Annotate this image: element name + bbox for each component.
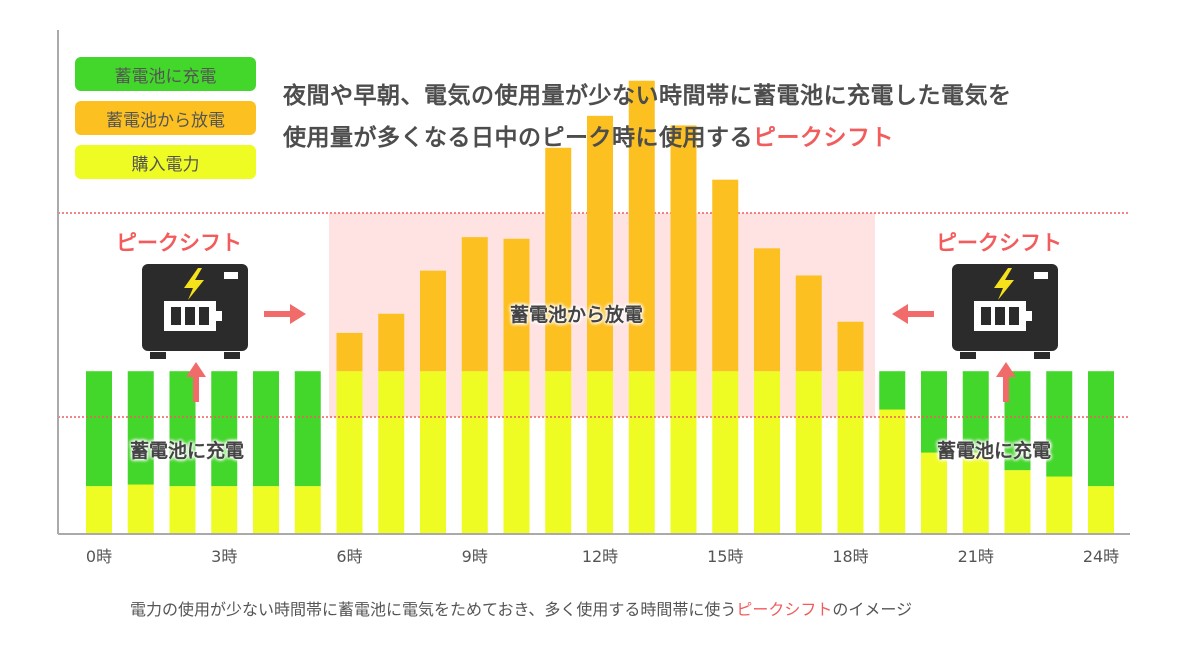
bar-discharge-6	[336, 332, 363, 372]
bar-purchase-3	[211, 486, 238, 534]
bar-purchase-20	[921, 452, 947, 534]
bar-purchase-5	[294, 486, 321, 534]
bar-discharge-8	[420, 270, 446, 372]
legend-charge-label: 蓄電池に充電	[114, 66, 217, 87]
bar-discharge-15	[712, 179, 739, 372]
x-tick-label: 3時	[211, 547, 237, 566]
bar-purchase-7	[378, 371, 405, 534]
discharge-region-label: 蓄電池から放電	[510, 304, 644, 326]
left-charge-label: 蓄電池に充電	[130, 440, 245, 462]
arrow-right-icon	[264, 304, 306, 324]
bar-discharge-14	[670, 125, 697, 372]
bar-charge-4	[253, 371, 279, 487]
bar-purchase-18	[837, 371, 864, 534]
bar-purchase-6	[336, 371, 363, 534]
legend-discharge: 蓄電池から放電	[75, 101, 256, 135]
bar-purchase-12	[587, 371, 613, 534]
bars-group	[86, 80, 1114, 534]
bar-purchase-9	[461, 371, 488, 534]
arrow-left-icon	[892, 304, 934, 324]
x-tick-label: 0時	[86, 547, 112, 566]
bar-discharge-9	[461, 237, 488, 372]
bar-purchase-0	[86, 486, 112, 534]
headline-line-1: 夜間や早朝、電気の使用量が少ない時間帯に蓄電池に充電した電気を	[283, 83, 1012, 109]
headline-line-2: 使用量が多くなる日中のピーク時に使用するピークシフト	[283, 118, 894, 152]
battery-icon	[952, 264, 1058, 359]
bar-discharge-17	[795, 275, 822, 372]
bar-purchase-4	[253, 486, 279, 534]
x-tick-label: 21時	[958, 547, 994, 566]
bar-purchase-21	[962, 452, 989, 534]
bar-purchase-2	[169, 486, 196, 534]
bar-charge-0	[86, 371, 112, 487]
bar-charge-24	[1088, 371, 1114, 487]
bar-discharge-10	[503, 238, 530, 372]
bar-purchase-14	[670, 371, 697, 534]
bar-discharge-7	[378, 313, 405, 372]
bar-charge-23	[1046, 371, 1073, 477]
x-tick-label: 15時	[707, 547, 743, 566]
bar-purchase-8	[420, 371, 446, 534]
bar-charge-2	[169, 371, 196, 487]
bar-purchase-15	[712, 371, 739, 534]
bar-purchase-22	[1004, 470, 1031, 534]
right-peak-shift-label: ピークシフト	[936, 231, 1062, 255]
x-tick-label: 12時	[582, 547, 618, 566]
bar-charge-5	[294, 371, 321, 487]
battery-icon	[142, 264, 248, 359]
bar-purchase-19	[879, 409, 906, 534]
bar-discharge-12	[587, 115, 613, 372]
caption-accent: ピークシフト	[736, 600, 833, 619]
caption-suffix: のイメージ	[832, 600, 913, 619]
bar-charge-1	[127, 371, 154, 485]
caption-prefix: 電力の使用が少ない時間帯に蓄電池に電気をためておき、多く使用する時間帯に使う	[130, 600, 737, 619]
legend-purchase-label: 購入電力	[131, 154, 200, 175]
left-peak-shift-label: ピークシフト	[116, 231, 242, 255]
bar-purchase-1	[127, 484, 154, 534]
bar-charge-21	[962, 371, 989, 453]
right-charge-label: 蓄電池に充電	[937, 440, 1052, 462]
bar-discharge-16	[754, 248, 780, 372]
arrow-up-icon	[186, 362, 206, 402]
arrow-up-icon	[996, 362, 1016, 402]
bar-purchase-10	[503, 371, 530, 534]
bar-purchase-17	[795, 371, 822, 534]
bar-purchase-13	[628, 371, 655, 534]
bar-charge-3	[211, 371, 238, 487]
legend-purchase: 購入電力	[75, 145, 256, 179]
headline-line-2-prefix: 使用量が多くなる日中のピーク時に使用する	[283, 125, 753, 151]
bar-charge-20	[921, 371, 947, 453]
bar-purchase-11	[545, 371, 572, 534]
x-tick-label: 9時	[462, 547, 488, 566]
bar-discharge-11	[545, 147, 572, 372]
bar-purchase-23	[1046, 476, 1073, 534]
bar-discharge-18	[837, 321, 864, 372]
x-tick-labels: 0時 3時 6時 9時 12時 15時 18時 21時 24時	[86, 547, 1119, 566]
legend-charge: 蓄電池に充電	[75, 57, 256, 91]
legend-discharge-label: 蓄電池から放電	[106, 110, 225, 131]
headline-accent: ピークシフト	[753, 125, 894, 151]
bar-purchase-24	[1088, 486, 1114, 534]
bar-discharge-13	[628, 80, 655, 372]
x-tick-label: 6時	[336, 547, 362, 566]
x-tick-label: 24時	[1083, 547, 1119, 566]
x-tick-label: 18時	[832, 547, 868, 566]
caption: 電力の使用が少ない時間帯に蓄電池に電気をためておき、多く使用する時間帯に使うピー…	[130, 596, 912, 620]
bar-purchase-16	[754, 371, 780, 534]
bar-charge-19	[879, 371, 906, 410]
